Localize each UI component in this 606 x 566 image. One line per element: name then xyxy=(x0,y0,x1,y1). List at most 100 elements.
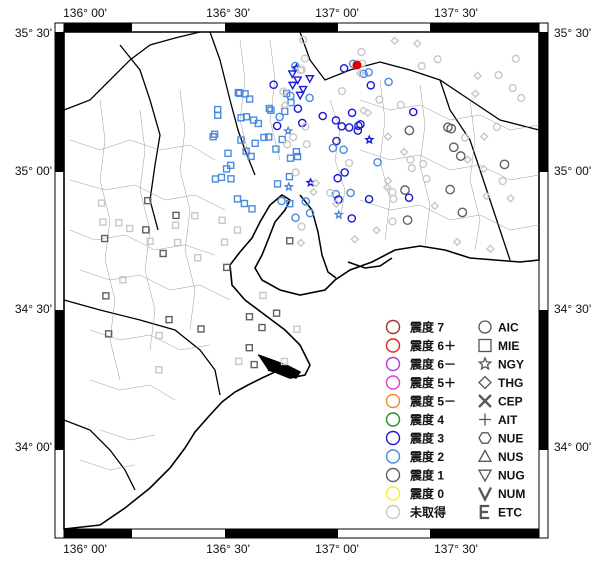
legend-intensity-label: 未取得 xyxy=(409,505,446,520)
circle-icon xyxy=(333,173,343,183)
square-icon xyxy=(125,224,134,233)
axis-right-label: 35° 00' xyxy=(554,164,591,178)
legend-network-label: NGY xyxy=(498,358,524,372)
legend-intensity-item: 震度 3 xyxy=(385,431,444,446)
legend-intensity-label: 震度 6－ xyxy=(410,357,456,372)
square-icon xyxy=(247,152,255,161)
circle-icon xyxy=(279,87,288,96)
axis-top-label: 136° 00' xyxy=(63,6,107,20)
epicenter-dot-icon xyxy=(352,60,362,70)
circle-icon xyxy=(433,55,442,64)
square-icon xyxy=(193,254,202,262)
diamond-icon xyxy=(372,225,381,235)
circle-icon xyxy=(388,188,397,197)
circle-icon xyxy=(344,123,354,132)
axis-top-label: 136° 30' xyxy=(206,6,250,20)
square-icon xyxy=(240,199,249,208)
legend-intensity-label: 震度 2 xyxy=(410,449,444,464)
square-icon xyxy=(197,325,205,333)
square-icon xyxy=(100,234,109,243)
circle-icon xyxy=(302,140,311,149)
legend-network-label: NUS xyxy=(498,450,523,464)
circle-icon xyxy=(373,157,382,167)
square-icon xyxy=(142,226,150,234)
circle-icon xyxy=(291,213,300,222)
diamond-icon xyxy=(383,132,393,142)
legend-network-item: NUS xyxy=(477,449,523,464)
circle-icon xyxy=(404,125,415,136)
triangle-down-icon xyxy=(298,85,308,95)
diamond-icon xyxy=(479,164,489,174)
circle-icon xyxy=(296,66,305,75)
diamond-icon xyxy=(479,132,489,142)
square-icon xyxy=(233,226,242,234)
square-icon xyxy=(286,154,295,162)
circle-icon xyxy=(406,155,415,164)
diamond-icon xyxy=(280,100,290,110)
legend-network-item: NUG xyxy=(477,469,525,483)
square-icon xyxy=(144,196,152,205)
square-icon xyxy=(220,238,229,246)
x-icon xyxy=(478,394,492,408)
circle-icon xyxy=(443,122,453,133)
legend-network-item: NGY xyxy=(477,356,524,372)
diamond-icon xyxy=(355,69,365,78)
axis-right-label: 35° 30' xyxy=(554,26,591,40)
circle-icon xyxy=(448,142,459,153)
circle-icon xyxy=(364,67,373,77)
legend-intensity-label: 震度 5＋ xyxy=(410,375,456,390)
square-icon xyxy=(209,132,217,141)
circle-icon xyxy=(508,83,517,93)
square-icon xyxy=(293,325,301,333)
legend-network-label: CEP xyxy=(498,395,523,409)
intensity-circle-icon xyxy=(385,356,401,372)
circle-icon xyxy=(366,80,376,90)
circle-icon xyxy=(364,194,374,204)
circle-icon xyxy=(277,196,286,206)
square-icon xyxy=(287,98,295,107)
square-icon xyxy=(241,90,249,98)
legend-network-item: NUM xyxy=(477,486,525,503)
legend-intensity-item: 震度 2 xyxy=(385,449,444,464)
circle-icon xyxy=(318,111,328,121)
legend-intensity-label: 震度 0 xyxy=(410,486,444,501)
legend-network-label: NUM xyxy=(498,487,525,501)
circle-icon xyxy=(272,121,282,131)
intensity-circle-icon xyxy=(385,504,401,520)
diamond-icon xyxy=(452,237,462,247)
square-icon xyxy=(265,104,273,113)
circle-icon xyxy=(396,100,405,109)
square-icon xyxy=(272,145,280,153)
square-icon xyxy=(272,309,281,317)
square-icon xyxy=(267,106,275,114)
axis-right-labels: 35° 30' 35° 00' 34° 30' 34° 00' xyxy=(554,26,591,454)
square-icon xyxy=(273,180,282,188)
circle-icon xyxy=(417,61,426,71)
intensity-circle-icon xyxy=(385,449,401,464)
square-icon xyxy=(233,195,242,203)
diamond-icon xyxy=(473,71,483,81)
circle-icon xyxy=(354,121,363,131)
square-icon xyxy=(245,95,254,103)
circle-icon xyxy=(402,215,413,225)
intensity-circle-icon xyxy=(385,467,401,483)
square-icon xyxy=(259,291,267,300)
square-icon xyxy=(155,331,163,340)
axis-right-label: 34° 00' xyxy=(554,440,591,454)
axis-right-label: 34° 30' xyxy=(554,302,591,316)
square-icon xyxy=(171,221,180,229)
intensity-circle-icon xyxy=(385,412,401,427)
circle-icon xyxy=(498,177,507,186)
diamond-icon xyxy=(463,155,473,165)
circle-icon xyxy=(445,184,456,195)
circle-icon xyxy=(291,61,300,71)
circle-icon xyxy=(305,93,314,103)
square-icon xyxy=(237,136,245,144)
diamond-icon xyxy=(390,36,400,46)
circle-icon xyxy=(283,140,292,149)
square-icon xyxy=(165,315,173,324)
circle-icon xyxy=(357,47,366,57)
legend-network-item: AIT xyxy=(479,413,518,427)
legend-network-item: NUE xyxy=(478,432,523,446)
square-icon xyxy=(248,205,256,213)
